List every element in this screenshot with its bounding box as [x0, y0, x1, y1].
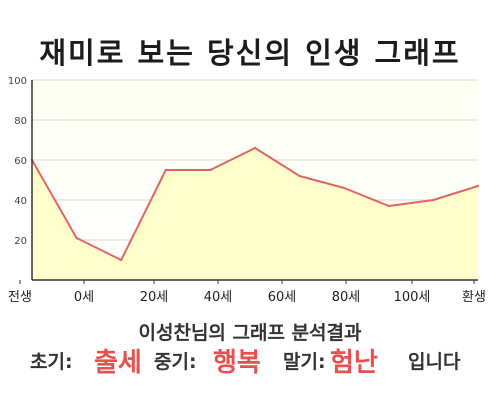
life-graph-chart: 20 40 60 80 100 전생 0세 20세 40세 60세 80세 100세 환생: [8, 76, 486, 305]
early-value: 출세: [94, 348, 142, 378]
x-tick-label: 100세: [394, 290, 431, 305]
area-fill: [32, 148, 478, 280]
data-point: [343, 186, 346, 190]
early-label: 초기:: [30, 351, 73, 373]
x-tick-label: 전생: [8, 290, 32, 305]
y-tick-label: 20: [14, 236, 27, 247]
late-value: 험난: [330, 348, 378, 378]
data-point: [432, 198, 435, 202]
data-point: [120, 258, 123, 262]
data-point: [253, 146, 257, 150]
data-point: [387, 204, 390, 208]
x-tick-label: 환생: [462, 290, 486, 305]
y-tick-label: 40: [14, 196, 27, 207]
x-tick-label: 0세: [74, 290, 94, 305]
mid-label: 중기:: [154, 351, 197, 373]
analysis-summary: 이성찬님의 그래프 분석결과: [138, 322, 362, 344]
data-point: [164, 168, 167, 172]
y-tick-label: 80: [14, 116, 27, 127]
x-tick-label: 20세: [140, 290, 169, 305]
x-tick-label: 80세: [332, 290, 361, 305]
late-label: 말기:: [283, 351, 326, 373]
y-tick-label: 60: [14, 156, 27, 167]
y-tick-label: 100: [8, 76, 27, 87]
x-tick-label: 40세: [204, 290, 233, 305]
data-point: [75, 236, 78, 240]
x-tick-label: 60세: [268, 290, 297, 305]
verdict-suffix: 입니다: [408, 351, 461, 373]
mid-value: 행복: [213, 348, 261, 378]
data-point: [476, 184, 480, 188]
data-point: [298, 174, 301, 178]
chart-title: 재미로 보는 당신의 인생 그래프: [39, 36, 461, 70]
data-point: [209, 168, 212, 172]
